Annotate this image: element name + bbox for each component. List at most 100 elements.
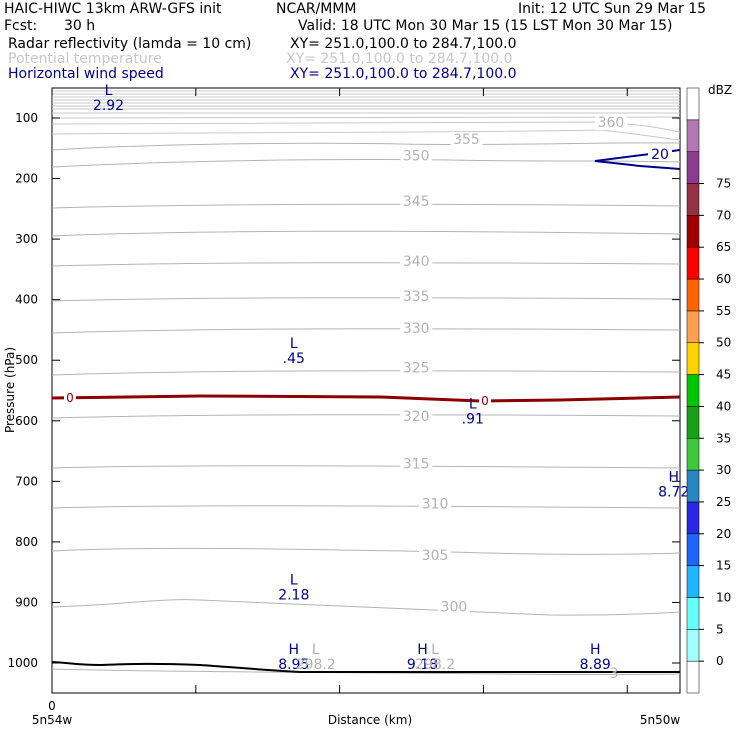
colorbar-tick-label: 25 xyxy=(716,495,731,509)
freezing-level-line xyxy=(51,394,681,403)
y-tick-label: 800 xyxy=(15,535,38,549)
field-reflectivity-xy: XY= 251.0,100.0 to 284.7,100.0 xyxy=(290,36,517,52)
freezing-contour-label: 0 xyxy=(481,394,489,408)
theta-contours-upper xyxy=(51,90,681,141)
wind-extremum-kind: L xyxy=(290,572,298,588)
theta-label-bg xyxy=(400,253,433,269)
colorbar-tick-label: 45 xyxy=(716,368,731,382)
theta-contour-label: 345 xyxy=(403,194,430,210)
theta-extremum-value: 3 xyxy=(610,666,619,682)
colorbar-tick-label: 30 xyxy=(716,463,731,477)
colorbar-tick-label: 65 xyxy=(716,240,731,254)
colorbar-swatch xyxy=(686,660,700,694)
colorbar-swatch xyxy=(686,87,700,121)
theta-extremum-kind: L xyxy=(312,642,320,658)
wind-extremum-value: .91 xyxy=(462,412,484,428)
freezing-contour-label: 0 xyxy=(66,391,74,405)
colorbar-swatch xyxy=(686,151,700,184)
theta-label-bg xyxy=(594,115,627,131)
org-label: NCAR/MMM xyxy=(276,1,357,17)
theta-label-bg xyxy=(400,193,433,209)
x-tick-label: 0 xyxy=(48,699,56,713)
colorbar-swatch xyxy=(686,278,700,312)
y-tick-label: 900 xyxy=(15,595,38,609)
theta-contour-label: 330 xyxy=(403,321,430,337)
colorbar-swatch xyxy=(686,310,700,343)
field-wind-xy: XY= 251.0,100.0 to 284.7,100.0 xyxy=(290,66,517,82)
theta-label-bg xyxy=(400,320,433,336)
colorbar-tick-label: 35 xyxy=(716,431,731,445)
field-reflectivity-name: Radar reflectivity (lamda = 10 cm) xyxy=(8,36,252,52)
colorbar-swatch xyxy=(686,438,700,471)
freezing-label-bg xyxy=(64,392,76,405)
colorbar-swatch xyxy=(686,374,700,407)
colorbar-swatch xyxy=(686,406,700,439)
theta-contour-label: 315 xyxy=(403,457,430,473)
y-tick-label: 700 xyxy=(15,474,38,488)
x-end-label: 5n50w xyxy=(640,713,681,727)
y-tick-label: 400 xyxy=(15,293,38,307)
wind-extremum-kind: H xyxy=(289,642,300,658)
field-wind-name: Horizontal wind speed xyxy=(8,66,164,82)
colorbar-tick-label: 15 xyxy=(716,559,731,573)
valid-time: Valid: 18 UTC Mon 30 Mar 15 (15 LST Mon … xyxy=(298,18,673,34)
wind-extremum-value: 8.95 xyxy=(278,657,309,673)
theta-contours xyxy=(51,142,681,675)
field-theta-xy: XY= 251.0,100.0 to 284.7,100.0 xyxy=(286,51,513,67)
theta-label-bg xyxy=(400,360,433,376)
colorbar-tick-label: 50 xyxy=(716,336,731,350)
theta-label-bg xyxy=(419,496,452,512)
theta-label-bg xyxy=(400,408,433,424)
colorbar-swatch xyxy=(686,183,700,216)
wind-extremum-kind: L xyxy=(290,336,298,352)
theta-contour-label: 300 xyxy=(441,600,468,616)
colorbar-swatch xyxy=(686,597,700,630)
plot-frame xyxy=(51,87,681,694)
theta-label-bg xyxy=(419,548,452,564)
wind-extremum-value: 9.18 xyxy=(407,657,438,673)
wind-extremum-kind: L xyxy=(105,83,113,99)
fcst-value: 30 h xyxy=(64,18,96,34)
wind-extrema: L2.92L.45L.91H8.72L2.18H8.95H9.18H8.8920… xyxy=(64,83,689,673)
colorbar-swatch xyxy=(686,533,700,566)
theta-label-bg xyxy=(437,599,470,615)
colorbar-swatch xyxy=(686,119,700,152)
wind-extremum-value: 2.92 xyxy=(93,98,124,114)
x-axis: 0 xyxy=(48,88,628,713)
theta-contour-label: 305 xyxy=(422,548,449,564)
theta-contour-label: 325 xyxy=(403,360,430,376)
theta-contour-label: 320 xyxy=(403,409,430,425)
theta-contour-label: 310 xyxy=(422,497,449,513)
theta-label-bg xyxy=(450,132,483,148)
y-tick-label: 100 xyxy=(15,111,38,125)
y-tick-label: 300 xyxy=(15,232,38,246)
x-axis-label: Distance (km) xyxy=(328,713,412,727)
chart-title: HAIC-HIWC 13km ARW-GFS init xyxy=(4,1,222,17)
wind-contour-label: 20 xyxy=(651,147,669,163)
colorbar: 0 5 10 15 20 25 30 35 40 45 50 55 60 65 70 75 xyxy=(686,87,731,694)
wind-extremum-value: 2.18 xyxy=(278,587,309,603)
colorbar-swatch xyxy=(686,501,700,535)
colorbar-swatch xyxy=(686,215,700,248)
colorbar-tick-label: 20 xyxy=(716,527,731,541)
theta-extremum-kind: L xyxy=(431,642,439,658)
theta-contour-label: 355 xyxy=(453,132,480,148)
y-tick-label: 500 xyxy=(15,353,38,367)
colorbar-swatch xyxy=(686,565,700,598)
colorbar-tick-label: 40 xyxy=(716,399,731,413)
wind-extremum-value: 8.72 xyxy=(658,484,689,500)
theta-contour-label: 335 xyxy=(403,289,430,305)
wind-extremum-kind: H xyxy=(590,642,601,658)
theta-extremum-value: 298.2 xyxy=(296,657,336,673)
theta-contour-label: 350 xyxy=(403,148,430,164)
theta-label-bg xyxy=(400,456,433,472)
colorbar-swatch xyxy=(686,629,700,662)
theta-label-bg xyxy=(400,288,433,304)
fcst-label: Fcst: xyxy=(4,18,38,34)
theta-contour-label: 340 xyxy=(403,254,430,270)
theta-labels: 360 355 350 345 340 335 330 325 320 315 310 305 300 xyxy=(400,115,627,616)
y-tick-label: 1000 xyxy=(7,656,38,670)
